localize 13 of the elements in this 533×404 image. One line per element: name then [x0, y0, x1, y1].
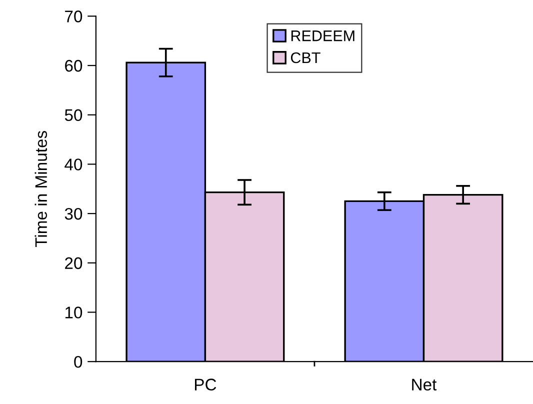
y-tick-label: 40: [64, 158, 82, 170]
y-tick-label: 20: [65, 257, 82, 270]
legend-label: CBT: [290, 52, 320, 64]
y-axis-title: Time in Minutes: [34, 130, 48, 247]
y-tick-label: 30: [64, 208, 82, 220]
legend-label: REDEEM: [291, 30, 354, 42]
y-tick-label: 70: [65, 10, 82, 22]
y-tick-label: 50: [64, 109, 82, 122]
y-tick-label: 10: [65, 306, 82, 318]
x-tick-label: PC: [194, 378, 216, 390]
x-tick-label: Net: [412, 378, 437, 390]
y-tick-label: 0: [74, 356, 82, 368]
y-tick-label: 60: [65, 60, 82, 72]
